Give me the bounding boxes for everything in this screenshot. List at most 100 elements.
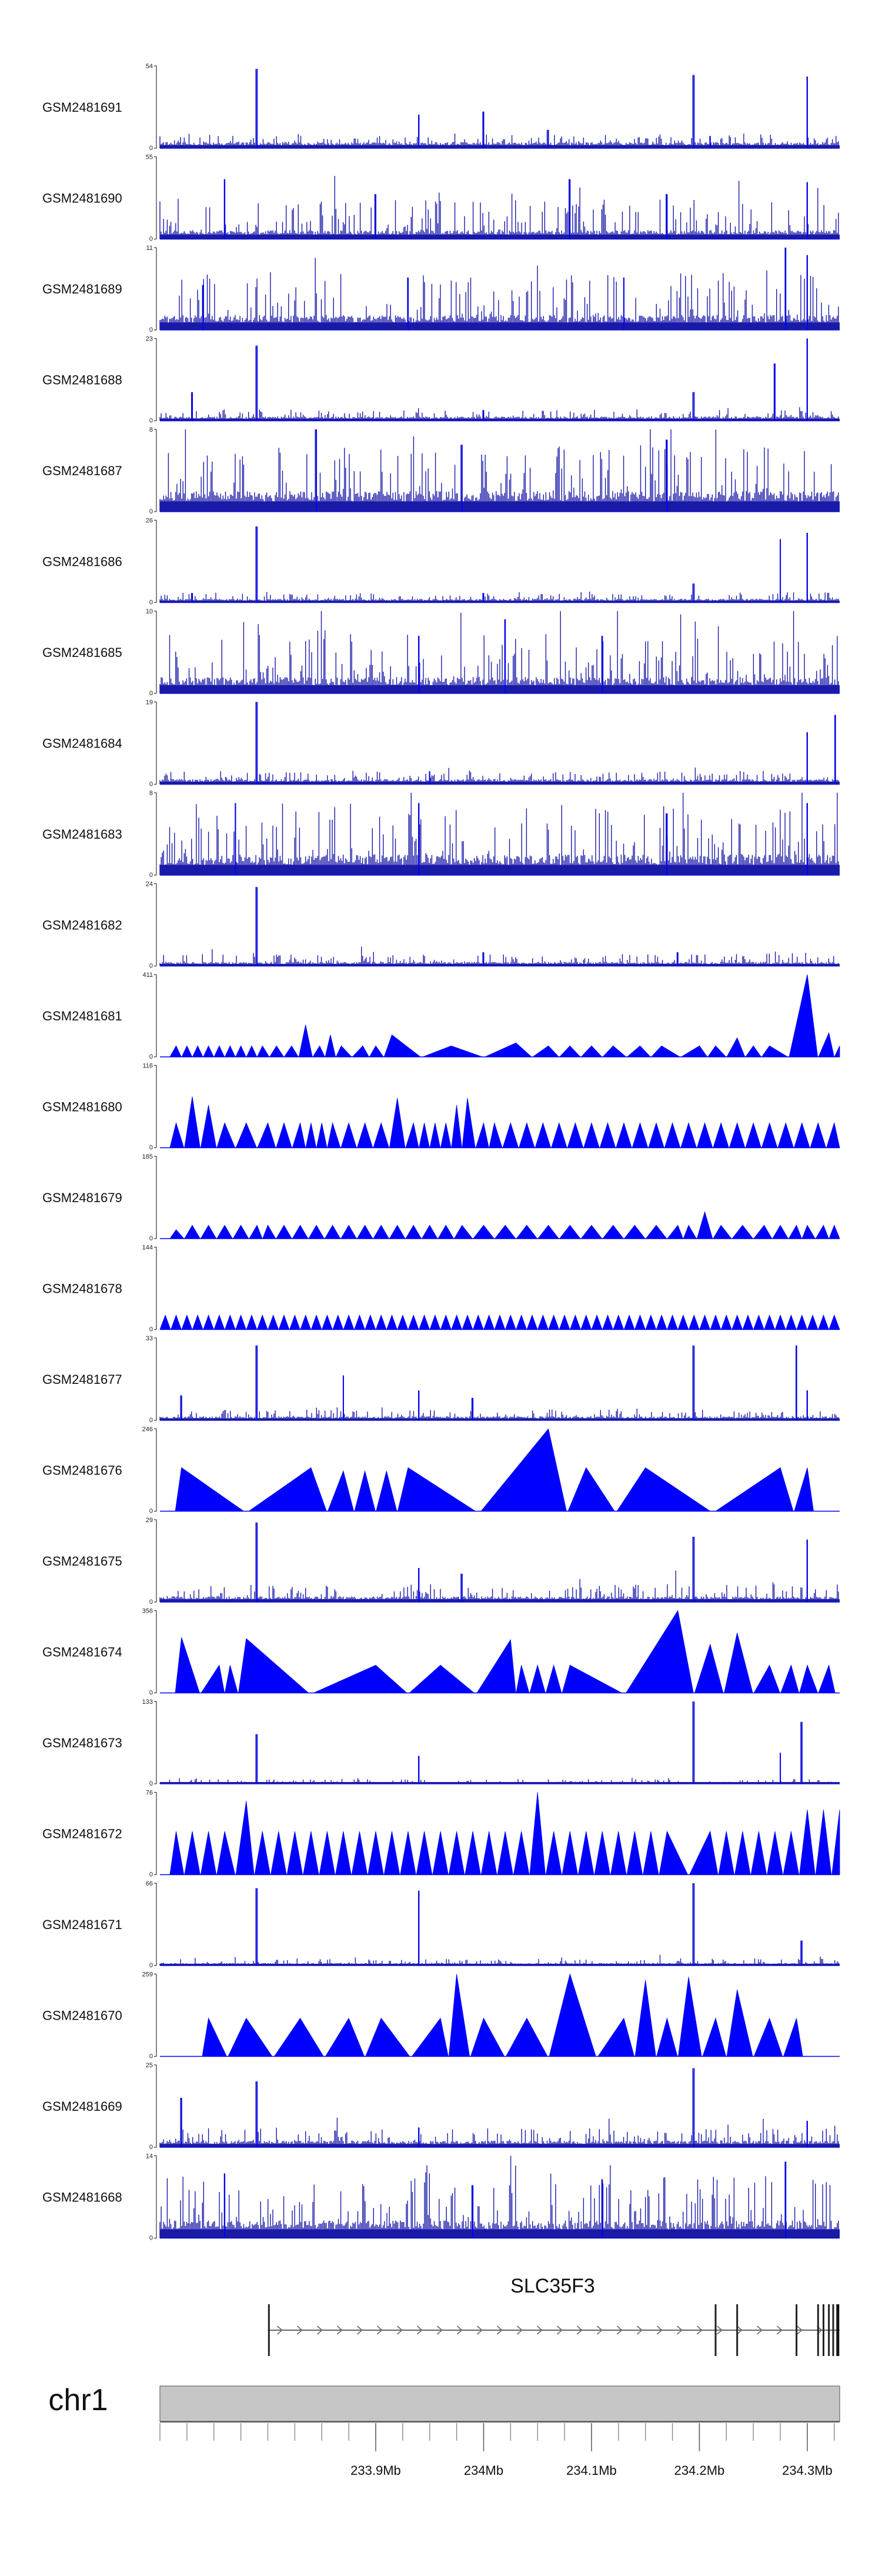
y-max-label: 185 [142, 1153, 153, 1160]
signal-peak [405, 1122, 419, 1148]
signal-peak [783, 2018, 803, 2057]
track-label: GSM2481672 [42, 1827, 122, 1841]
signal-peak [181, 1045, 193, 1057]
signal-coverage [159, 611, 839, 693]
strand-arrow [776, 2325, 783, 2335]
signal-peak [591, 1314, 603, 1330]
signal-peak [616, 1467, 711, 1511]
strand-arrow [416, 2325, 423, 2335]
track-GSM2481670: GSM2481670 259 0 [42, 1971, 840, 2060]
signal-peak [397, 1467, 476, 1511]
signal-peak [171, 1314, 182, 1330]
gene-exon [832, 2304, 834, 2356]
signal-peak [465, 1831, 481, 1875]
signal-peak [597, 2017, 635, 2057]
strand-arrow [696, 2325, 703, 2335]
signal-peak [480, 1428, 567, 1511]
y-min-label: 0 [149, 2235, 153, 2242]
signal-peak [753, 1224, 773, 1239]
signal-peak [570, 1314, 581, 1330]
y-min-label: 0 [149, 872, 153, 879]
track-label: GSM2481679 [42, 1190, 122, 1205]
signal-peak [300, 1314, 312, 1330]
gene-exon [736, 2304, 739, 2356]
track-GSM2481677: GSM2481677 33 0 [42, 1335, 840, 1424]
signal-peak [699, 1314, 710, 1330]
signal-peak [224, 1045, 236, 1057]
signal-peak [216, 1122, 236, 1148]
y-max-label: 14 [146, 2153, 153, 2160]
signal-peak [203, 1045, 215, 1057]
signal-peak [283, 1045, 299, 1057]
signal-peak [745, 1122, 761, 1148]
signal-floor [160, 145, 840, 148]
strand-arrow [436, 2325, 443, 2335]
strand-arrow [536, 2325, 543, 2335]
strand-arrow [296, 2325, 303, 2335]
signal-peak [788, 1224, 802, 1239]
signal-peak [305, 1123, 317, 1148]
signal-peak [254, 1831, 270, 1875]
signal-peak [783, 1831, 800, 1875]
y-min-label: 0 [149, 236, 153, 243]
gene-exon [828, 2304, 830, 2356]
signal-peak [319, 1831, 336, 1875]
strand-arrow [616, 2325, 623, 2335]
signal-peak [559, 1045, 581, 1057]
signal-peak [505, 2017, 548, 2057]
track-GSM2481681: GSM2481681 411 0 [42, 972, 840, 1060]
signal-peak [451, 1105, 462, 1148]
signal-peak [298, 1025, 313, 1057]
signal-peak [181, 1314, 193, 1330]
signal-peak [397, 1314, 409, 1330]
signal-peak [373, 1122, 389, 1148]
signal-peak [694, 1643, 724, 1693]
signal-peak [648, 1122, 664, 1148]
track-label: GSM2481682 [42, 918, 122, 933]
signal-peak [200, 1224, 217, 1239]
strand-arrow [596, 2325, 603, 2335]
strand-arrow [556, 2325, 563, 2335]
signal-peak [623, 1224, 646, 1239]
signal-peak [322, 1314, 333, 1330]
track-GSM2481668: GSM2481668 14 0 [42, 2153, 840, 2242]
signal-coverage [159, 69, 839, 148]
signal-peak [656, 2017, 678, 2057]
signal-peak [278, 1314, 290, 1330]
signal-peak [526, 1314, 538, 1330]
signal-peak [753, 1314, 764, 1330]
track-label: GSM2481683 [42, 827, 122, 842]
track-label: GSM2481669 [42, 2099, 122, 2114]
signal-peak [667, 1224, 684, 1239]
track-label: GSM2481677 [42, 1372, 122, 1387]
strand-arrow [636, 2325, 643, 2335]
signal-peak [702, 2017, 727, 2057]
signal-peak [453, 1224, 473, 1239]
strand-arrow [356, 2325, 363, 2335]
gene-exon [268, 2304, 270, 2356]
signal-peak [340, 1122, 357, 1148]
y-min-label: 0 [149, 1053, 153, 1060]
signal-peak [761, 1122, 778, 1148]
y-min-label: 0 [149, 1599, 153, 1606]
signal-peak [502, 1122, 519, 1148]
track-GSM2481685: GSM2481685 10 0 [42, 608, 840, 697]
signal-peak [815, 1809, 832, 1875]
signal-coverage [159, 1522, 839, 1602]
signal-peak [224, 1314, 236, 1330]
signal-peak [409, 1664, 475, 1693]
signal-peak [238, 1638, 309, 1693]
track-label: GSM2481675 [42, 1554, 122, 1569]
signal-coverage [159, 248, 839, 330]
signal-peak [534, 1122, 552, 1148]
y-max-label: 11 [146, 245, 153, 252]
signal-coverage [159, 338, 839, 421]
signal-peak [713, 1122, 729, 1148]
signal-peak [343, 1314, 355, 1330]
signal-peak [625, 1610, 694, 1693]
strand-arrow [376, 2325, 383, 2335]
signal-peak [365, 1314, 376, 1330]
signal-coverage [159, 429, 839, 512]
track-GSM2481686: GSM2481686 26 0 [42, 518, 840, 606]
